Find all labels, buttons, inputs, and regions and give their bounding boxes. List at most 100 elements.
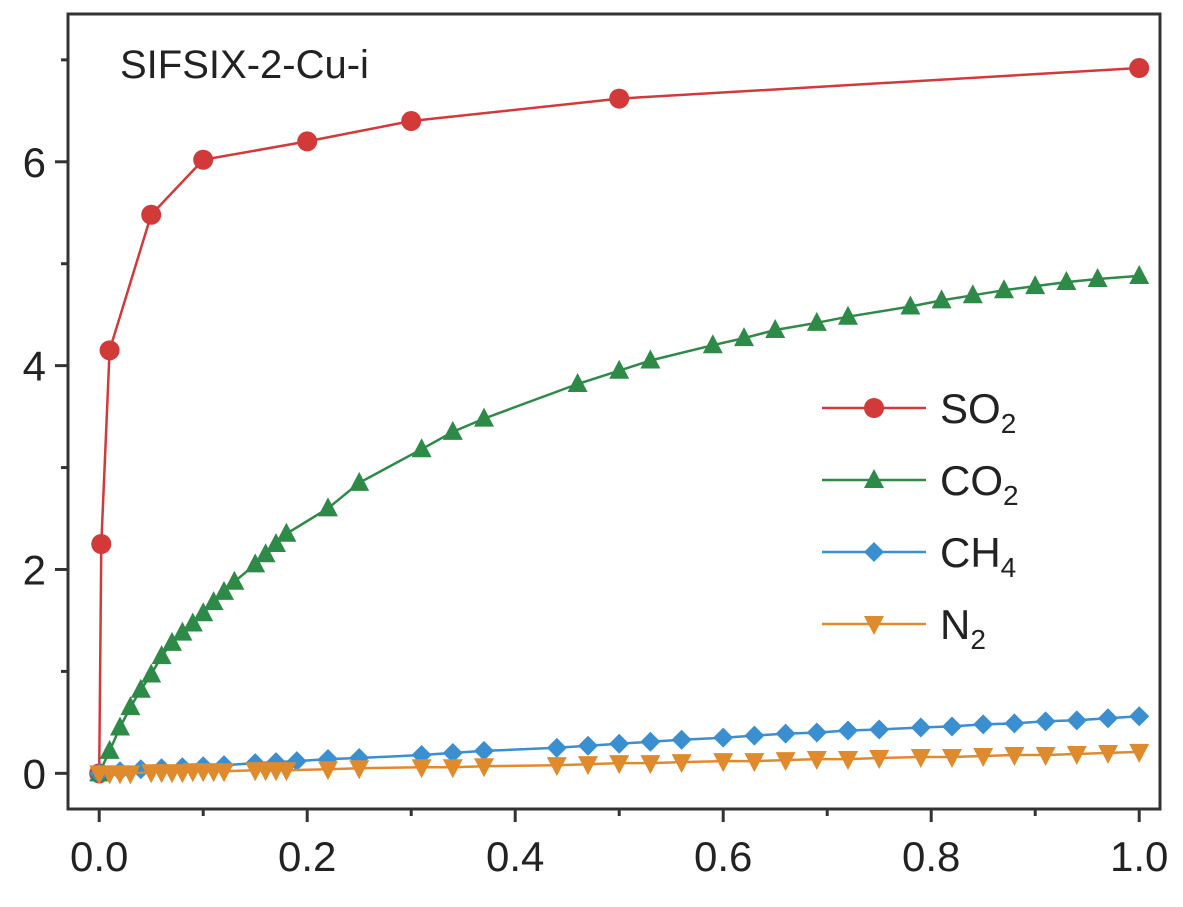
data-point-co2 <box>609 359 630 379</box>
x-tick-label: 0.2 <box>278 833 336 880</box>
legend-marker <box>864 616 884 635</box>
legend-item-so2: SO2 <box>822 385 1016 439</box>
data-point-so2 <box>1129 58 1150 79</box>
data-point-n2 <box>973 748 994 767</box>
legend: SO2 CO2 CH4 N2 <box>822 385 1019 655</box>
legend-label: N2 <box>940 601 986 655</box>
data-point-ch4 <box>671 729 692 750</box>
data-point-co2 <box>193 602 214 622</box>
data-point-ch4 <box>474 740 494 761</box>
data-point-co2 <box>765 318 786 338</box>
data-point-n2 <box>578 756 598 776</box>
y-axis: 0 2 4 6 <box>23 58 68 797</box>
legend-item-n2: N2 <box>822 601 986 655</box>
data-point-ch4 <box>869 719 890 740</box>
data-point-co2 <box>1056 271 1077 291</box>
data-point-co2 <box>110 716 130 736</box>
x-tick-label: 0.4 <box>486 833 544 880</box>
data-point-ch4 <box>806 722 827 743</box>
data-point-n2 <box>869 750 890 770</box>
plot-frame <box>66 12 1162 811</box>
data-point-ch4 <box>1098 708 1118 729</box>
data-point-so2 <box>99 340 120 361</box>
data-point-co2 <box>994 279 1014 299</box>
data-point-n2 <box>1035 746 1056 766</box>
data-point-n2 <box>838 751 858 771</box>
data-point-ch4 <box>910 717 931 738</box>
data-point-n2 <box>411 759 432 779</box>
x-tick-label: 0.0 <box>70 833 128 880</box>
data-point-co2 <box>962 284 983 304</box>
data-point-co2 <box>141 663 162 683</box>
data-point-n2 <box>442 759 463 779</box>
data-point-n2 <box>640 755 661 775</box>
data-point-co2 <box>349 471 370 491</box>
data-point-co2 <box>245 553 266 573</box>
legend-marker <box>864 469 884 488</box>
data-point-ch4 <box>744 725 765 746</box>
data-point-co2 <box>806 311 827 331</box>
x-tick-label: 0.6 <box>694 833 752 880</box>
data-point-n2 <box>349 760 370 780</box>
y-tick-label: 2 <box>23 546 46 593</box>
data-point-ch4 <box>609 733 630 754</box>
data-point-ch4 <box>640 731 661 752</box>
data-point-ch4 <box>1004 713 1025 734</box>
data-point-n2 <box>318 761 338 781</box>
data-point-co2 <box>214 580 234 600</box>
data-point-co2 <box>255 543 276 563</box>
data-point-n2 <box>609 755 630 775</box>
y-tick-label: 6 <box>23 139 46 186</box>
x-axis: 0.0 0.2 0.4 0.6 0.8 1.0 <box>70 809 1168 880</box>
data-point-n2 <box>1098 744 1118 764</box>
x-tick-label: 0.8 <box>902 833 960 880</box>
series-n2 <box>89 743 1150 785</box>
data-point-ch4 <box>546 737 567 758</box>
series-co2 <box>89 264 1150 782</box>
data-point-n2 <box>1129 743 1150 763</box>
data-point-ch4 <box>442 742 463 763</box>
data-point-co2 <box>411 438 432 458</box>
data-point-co2 <box>266 533 286 552</box>
data-point-co2 <box>1025 275 1046 295</box>
data-point-co2 <box>567 372 588 392</box>
data-point-n2 <box>806 751 827 771</box>
series-layer <box>89 58 1150 785</box>
data-point-co2 <box>702 334 723 354</box>
data-point-so2 <box>297 131 318 152</box>
data-point-co2 <box>130 678 151 698</box>
legend-label: SO2 <box>940 385 1016 439</box>
data-point-co2 <box>640 349 661 369</box>
legend-label: CO2 <box>940 457 1019 511</box>
data-point-co2 <box>99 739 120 759</box>
data-point-ch4 <box>1129 706 1150 727</box>
data-point-co2 <box>203 591 224 611</box>
data-point-n2 <box>775 752 796 772</box>
data-point-co2 <box>442 420 463 440</box>
data-point-ch4 <box>713 727 734 748</box>
data-point-n2 <box>1004 746 1025 766</box>
legend-label: CH4 <box>940 529 1016 583</box>
legend-item-ch4: CH4 <box>822 529 1016 583</box>
data-point-co2 <box>182 612 203 632</box>
data-point-ch4 <box>973 714 994 735</box>
data-point-ch4 <box>1066 710 1087 731</box>
data-point-n2 <box>1066 745 1087 765</box>
data-point-co2 <box>120 696 141 716</box>
data-point-n2 <box>713 753 734 773</box>
legend-marker <box>864 542 884 562</box>
data-point-so2 <box>193 149 214 170</box>
data-point-n2 <box>120 765 141 785</box>
data-point-co2 <box>1129 264 1150 284</box>
data-point-n2 <box>744 753 765 773</box>
data-point-so2 <box>141 204 162 225</box>
data-point-co2 <box>151 645 172 665</box>
y-tick-label: 4 <box>23 343 46 390</box>
data-point-so2 <box>609 88 630 109</box>
data-point-co2 <box>172 621 193 641</box>
y-tick-label: 0 <box>23 750 46 797</box>
data-point-n2 <box>942 749 962 769</box>
data-point-n2 <box>671 754 692 774</box>
data-point-n2 <box>546 757 567 777</box>
